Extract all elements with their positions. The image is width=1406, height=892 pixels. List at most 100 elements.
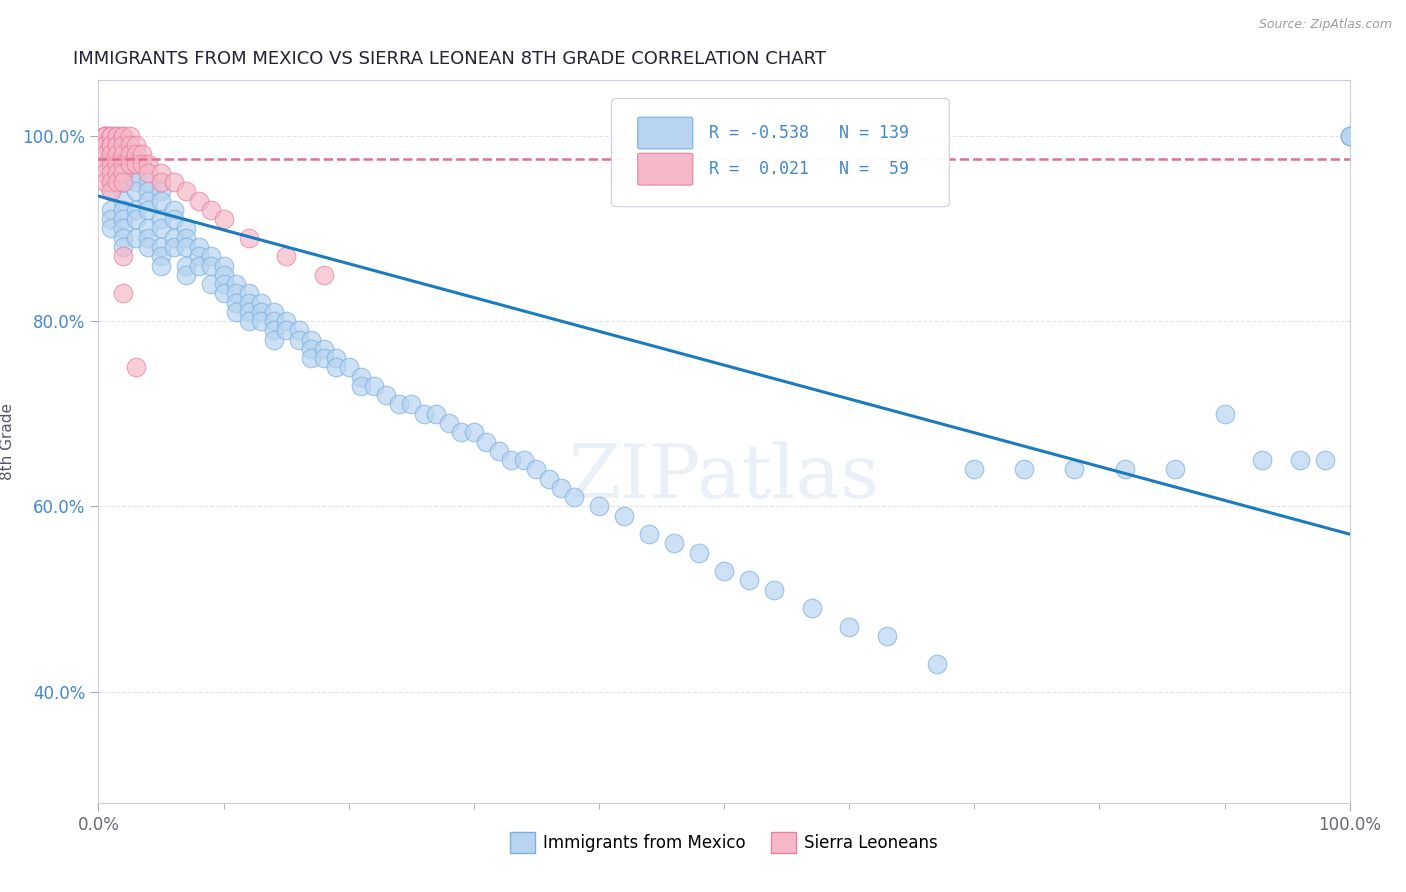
Point [174, 240, 197, 254]
Point [93, 175, 115, 189]
Point [713, 564, 735, 578]
Point [187, 240, 209, 254]
Point [312, 351, 335, 366]
Point [112, 147, 135, 161]
Point [105, 138, 128, 153]
Point [162, 212, 184, 227]
Point [475, 434, 498, 449]
Point [412, 407, 434, 421]
Point [93, 128, 115, 143]
Point [125, 175, 148, 189]
Point [763, 582, 786, 597]
Point [225, 305, 247, 319]
Point [112, 128, 135, 143]
Point [212, 286, 235, 301]
Point [112, 138, 135, 153]
Point [513, 453, 536, 467]
Point [138, 185, 160, 199]
Point [105, 128, 128, 143]
Point [138, 166, 160, 180]
Point [287, 333, 309, 347]
Point [1213, 407, 1236, 421]
Point [105, 156, 128, 170]
Text: Source: ZipAtlas.com: Source: ZipAtlas.com [1258, 18, 1392, 31]
Point [1251, 453, 1274, 467]
Point [112, 175, 135, 189]
Point [299, 342, 322, 356]
Point [100, 202, 122, 217]
Point [93, 128, 115, 143]
Point [138, 221, 160, 235]
Point [93, 156, 115, 170]
Point [93, 138, 115, 153]
FancyBboxPatch shape [612, 98, 949, 207]
Point [187, 194, 209, 208]
Point [105, 175, 128, 189]
Point [138, 175, 160, 189]
Point [174, 259, 197, 273]
Point [100, 128, 122, 143]
Point [638, 527, 661, 541]
Point [212, 268, 235, 282]
Point [112, 156, 135, 170]
Point [225, 277, 247, 291]
Point [174, 268, 197, 282]
Point [174, 221, 197, 235]
Point [1014, 462, 1036, 476]
Point [337, 360, 360, 375]
Point [93, 147, 115, 161]
Point [463, 425, 485, 440]
Point [100, 185, 122, 199]
Point [613, 508, 636, 523]
Point [100, 156, 122, 170]
Point [401, 397, 423, 411]
Point [112, 202, 135, 217]
Text: IMMIGRANTS FROM MEXICO VS SIERRA LEONEAN 8TH GRADE CORRELATION CHART: IMMIGRANTS FROM MEXICO VS SIERRA LEONEAN… [73, 50, 827, 68]
Point [118, 147, 141, 161]
Text: ZIPatlas: ZIPatlas [568, 442, 880, 514]
Point [112, 138, 135, 153]
Point [437, 416, 460, 430]
Point [200, 249, 222, 263]
Point [112, 147, 135, 161]
Point [450, 425, 472, 440]
Point [174, 231, 197, 245]
Point [274, 314, 298, 328]
Point [105, 147, 128, 161]
Point [550, 481, 572, 495]
FancyBboxPatch shape [638, 117, 693, 149]
Point [263, 333, 285, 347]
Point [800, 601, 823, 615]
Point [263, 323, 285, 337]
Point [125, 202, 148, 217]
Point [150, 212, 173, 227]
Point [118, 138, 141, 153]
Point [105, 138, 128, 153]
Point [274, 323, 298, 337]
Point [125, 156, 148, 170]
Point [1313, 453, 1336, 467]
Point [225, 286, 247, 301]
Point [925, 657, 948, 671]
Point [162, 175, 184, 189]
Point [263, 314, 285, 328]
Point [150, 221, 173, 235]
Point [112, 166, 135, 180]
Point [112, 231, 135, 245]
Point [125, 185, 148, 199]
Point [325, 351, 347, 366]
Point [150, 175, 173, 189]
Point [150, 249, 173, 263]
Point [662, 536, 685, 550]
Point [238, 314, 260, 328]
Point [125, 212, 148, 227]
Point [488, 443, 510, 458]
Point [100, 128, 122, 143]
Point [425, 407, 447, 421]
Point [125, 156, 148, 170]
Point [131, 147, 153, 161]
Point [125, 138, 148, 153]
Point [150, 240, 173, 254]
Point [100, 156, 122, 170]
Point [100, 185, 122, 199]
